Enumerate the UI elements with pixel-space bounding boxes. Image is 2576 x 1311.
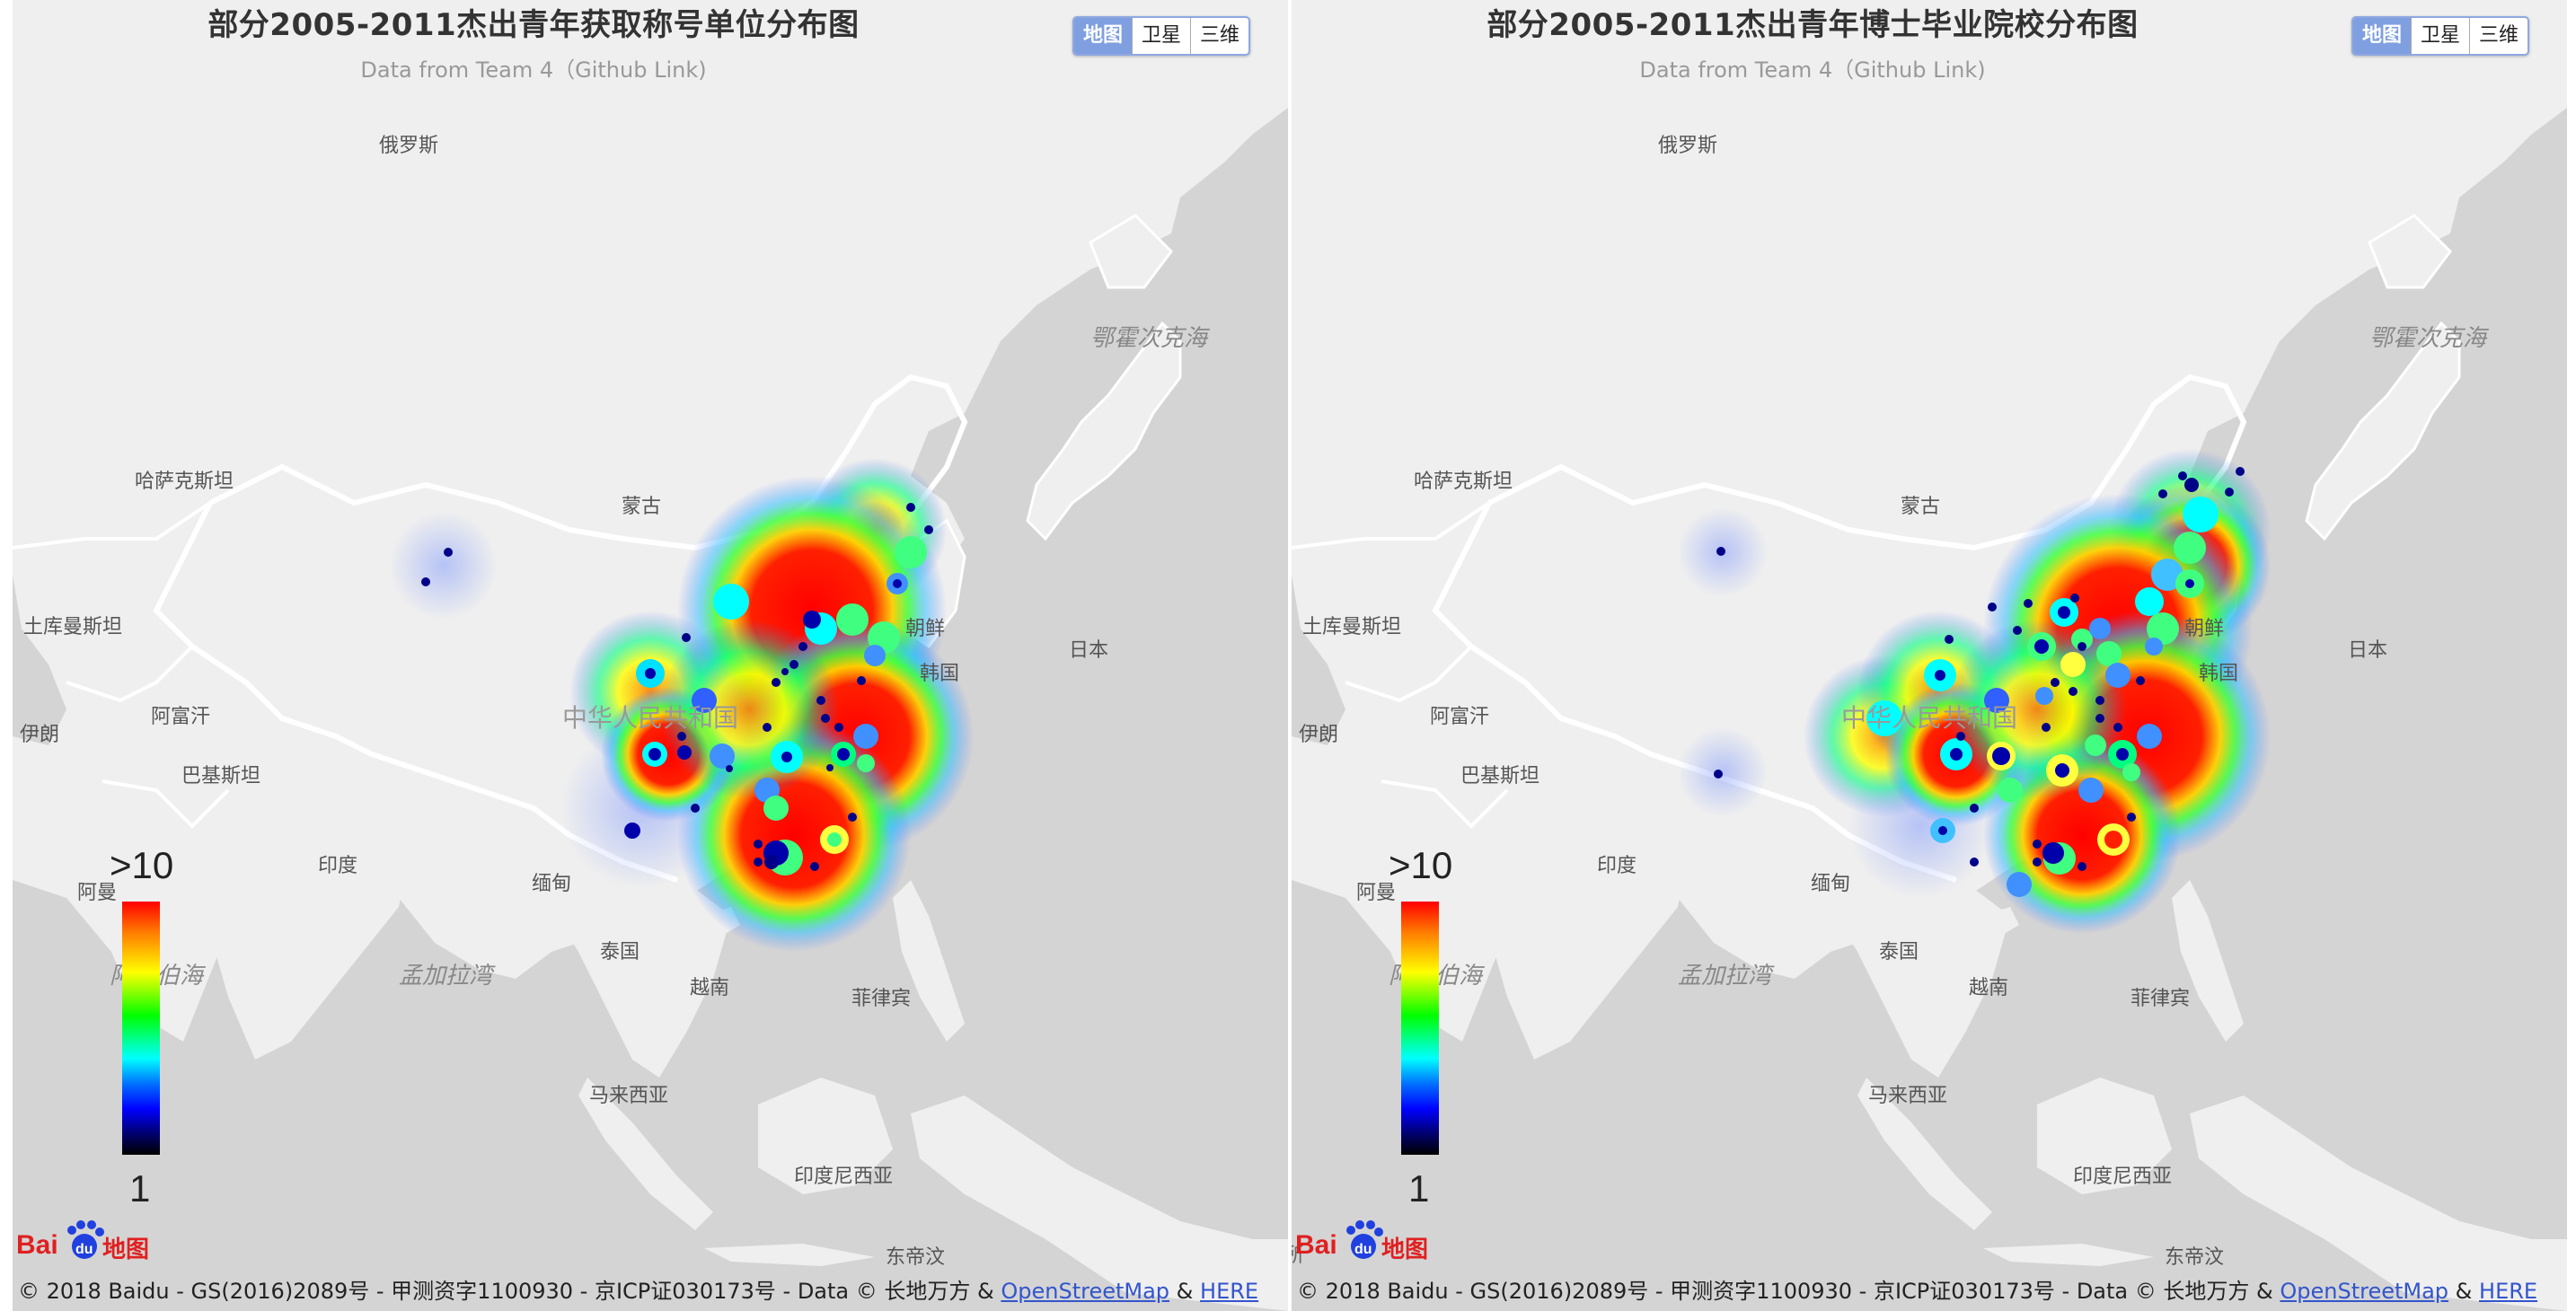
logo-map: 地图: [1381, 1236, 1428, 1263]
label-indonesia: 印度尼西亚: [794, 1166, 894, 1188]
label-kazakhstan: 哈萨克斯坦: [1414, 471, 1513, 493]
label-india: 印度: [318, 855, 358, 877]
label-south-korea: 韩国: [920, 663, 960, 685]
label-china: 中华人民共和国: [1841, 703, 2018, 733]
logo-du: du: [1354, 1242, 1372, 1257]
heatmap-legend-bar: [1401, 902, 1439, 1155]
openstreetmap-link[interactable]: OpenStreetMap: [1001, 1279, 1170, 1304]
label-vietnam: 越南: [1969, 977, 2009, 999]
label-afghanistan: 阿富汗: [1430, 706, 1490, 728]
label-east-timor: 东帝汶: [2165, 1246, 2225, 1269]
map-copyright: © 2018 Baidu - GS(2016)2089号 - 甲测资字11009…: [1297, 1273, 2537, 1305]
label-pakistan: 巴基斯坦: [181, 765, 261, 787]
label-kazakhstan: 哈萨克斯坦: [135, 471, 234, 493]
logo-du: du: [75, 1242, 93, 1257]
label-malaysia: 马来西亚: [1868, 1085, 1948, 1107]
map-panel-left[interactable]: 俄罗斯 鄂霍次克海 哈萨克斯坦 蒙古 土库曼斯坦 阿富汗 伊朗 巴基斯坦 中华人…: [13, 0, 1288, 1311]
map-type-satellite-button[interactable]: 卫星: [2411, 18, 2469, 54]
legend-min-label: 1: [129, 1167, 151, 1210]
logo-map: 地图: [102, 1236, 149, 1263]
label-okhotsk-sea: 鄂霍次克海: [2369, 325, 2487, 352]
data-points: [1714, 467, 2245, 897]
label-japan: 日本: [2348, 639, 2388, 662]
label-bay-of-bengal: 孟加拉湾: [1678, 963, 1772, 990]
map-panel-right[interactable]: 俄罗斯 鄂霍次克海 哈萨克斯坦 蒙古 土库曼斯坦 阿富汗 伊朗 巴基斯坦 中华人…: [1292, 0, 2567, 1311]
label-mongolia: 蒙古: [622, 496, 662, 518]
heatmap-legend-bar: [122, 902, 160, 1155]
label-oman: 阿曼: [1356, 882, 1397, 904]
label-turkmenistan: 土库曼斯坦: [23, 616, 123, 638]
map-type-switcher: 地图 卫星 三维: [2351, 16, 2530, 56]
map-title: 部分2005-2011杰出青年博士毕业院校分布图: [1486, 7, 2139, 43]
label-pakistan: 巴基斯坦: [1460, 765, 1540, 787]
copyright-amp: &: [2448, 1279, 2480, 1304]
map-canvas[interactable]: [13, 0, 1288, 1311]
map-type-map-button[interactable]: 地图: [1074, 18, 1133, 54]
here-link[interactable]: HERE: [1200, 1279, 1259, 1304]
map-type-3d-button[interactable]: 三维: [2469, 18, 2527, 54]
label-indonesia: 印度尼西亚: [2073, 1166, 2173, 1188]
legend-min-label: 1: [1408, 1167, 1430, 1210]
legend-max-label: >10: [110, 844, 174, 886]
label-iran: 伊朗: [20, 724, 60, 746]
baidu-map-logo[interactable]: Bai du 地图: [1295, 1218, 1439, 1268]
here-link[interactable]: HERE: [2479, 1279, 2538, 1304]
label-mongolia: 蒙古: [1901, 496, 1941, 518]
label-philippines: 菲律宾: [851, 988, 912, 1010]
label-south-korea: 韩国: [2199, 663, 2239, 685]
label-east-timor: 东帝汶: [886, 1246, 946, 1269]
label-russia: 俄罗斯: [379, 135, 439, 157]
label-vietnam: 越南: [690, 977, 730, 999]
label-philippines: 菲律宾: [2130, 988, 2191, 1010]
label-china: 中华人民共和国: [562, 703, 739, 733]
legend-max-label: >10: [1389, 844, 1453, 886]
label-afghanistan: 阿富汗: [151, 706, 211, 728]
map-subtitle[interactable]: Data from Team 4（Github Link): [360, 57, 707, 83]
map-canvas[interactable]: [1292, 0, 2567, 1311]
map-title: 部分2005-2011杰出青年获取称号单位分布图: [207, 7, 860, 43]
copyright-amp: &: [1169, 1279, 1201, 1304]
label-bay-of-bengal: 孟加拉湾: [399, 963, 493, 990]
label-iran: 伊朗: [1299, 724, 1339, 746]
map-type-3d-button[interactable]: 三维: [1190, 18, 1248, 54]
logo-bai: Bai: [1295, 1230, 1337, 1260]
label-cut-off: 所: [1292, 1245, 1305, 1267]
baidu-paw-icon: Bai du 地图: [1295, 1220, 1428, 1263]
openstreetmap-link[interactable]: OpenStreetMap: [2280, 1279, 2449, 1304]
data-points: [421, 503, 933, 875]
label-japan: 日本: [1069, 639, 1109, 662]
map-copyright: © 2018 Baidu - GS(2016)2089号 - 甲测资字11009…: [18, 1273, 1258, 1305]
copyright-text: © 2018 Baidu - GS(2016)2089号 - 甲测资字11009…: [1297, 1279, 2280, 1304]
copyright-text: © 2018 Baidu - GS(2016)2089号 - 甲测资字11009…: [18, 1279, 1001, 1304]
baidu-map-logo[interactable]: Bai du 地图: [16, 1218, 160, 1268]
label-north-korea: 朝鲜: [905, 618, 946, 640]
label-india: 印度: [1597, 855, 1637, 877]
label-myanmar: 缅甸: [1811, 873, 1851, 895]
label-okhotsk-sea: 鄂霍次克海: [1090, 325, 1208, 352]
label-russia: 俄罗斯: [1658, 135, 1718, 157]
label-oman: 阿曼: [77, 882, 118, 904]
map-type-map-button[interactable]: 地图: [2353, 18, 2412, 54]
baidu-paw-icon: Bai du 地图: [16, 1220, 149, 1263]
label-malaysia: 马来西亚: [589, 1085, 669, 1107]
label-myanmar: 缅甸: [532, 873, 572, 895]
logo-bai: Bai: [16, 1230, 58, 1260]
map-type-switcher: 地图 卫星 三维: [1072, 16, 1251, 56]
heatmap-layer: [1678, 449, 2271, 934]
label-north-korea: 朝鲜: [2184, 618, 2225, 640]
map-subtitle[interactable]: Data from Team 4（Github Link): [1639, 57, 1986, 83]
label-thailand: 泰国: [600, 941, 640, 963]
label-thailand: 泰国: [1879, 941, 1919, 963]
label-turkmenistan: 土库曼斯坦: [1302, 616, 1402, 638]
map-type-satellite-button[interactable]: 卫星: [1132, 18, 1190, 54]
